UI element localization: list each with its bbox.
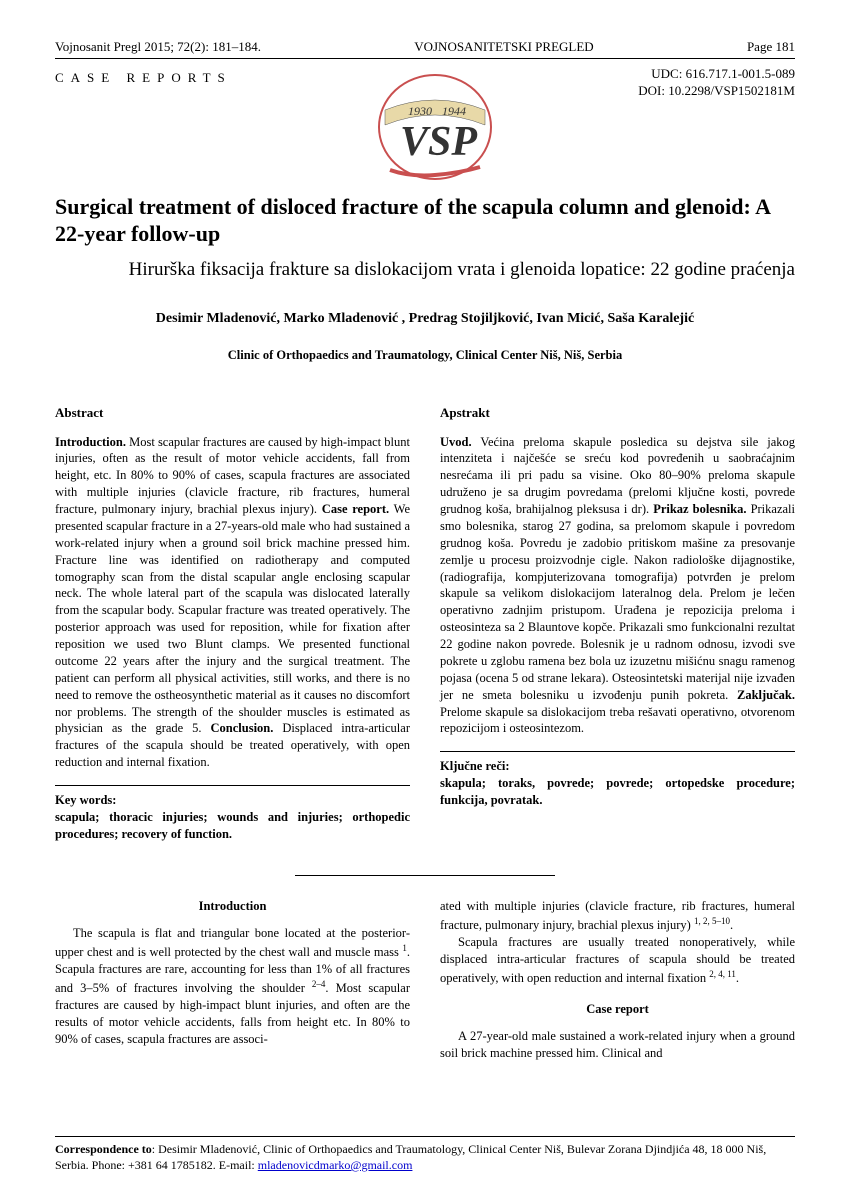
abstract-en-case-label: Case report. [322, 502, 389, 516]
correspondence-label: Correspondence to [55, 1142, 152, 1156]
section-divider [55, 863, 795, 881]
abstract-en-intro-label: Introduction. [55, 435, 126, 449]
abstract-en-body: Introduction. Most scapular fractures ar… [55, 434, 410, 772]
top-bar: Vojnosanit Pregl 2015; 72(2): 181–184. V… [55, 38, 795, 59]
journal-name: VOJNOSANITETSKI PREGLED [414, 38, 593, 56]
abstract-sr: Apstrakt Uvod. Većina preloma skapule po… [440, 404, 795, 843]
abstract-sr-conclusion-label: Zaključak. [737, 688, 795, 702]
abstract-sr-case-label: Prikaz bolesnika. [653, 502, 746, 516]
abstract-sr-heading: Apstrakt [440, 404, 795, 422]
correspondence-email[interactable]: mladenovicdmarko@gmail.com [258, 1158, 413, 1172]
affiliation: Clinic of Orthopaedics and Traumatology,… [55, 347, 795, 364]
intro-paragraph: The scapula is flat and triangular bone … [55, 925, 410, 1047]
keywords-sr-text: skapula; toraks, povrede; povrede; ortop… [440, 775, 795, 809]
journal-logo: 1930 1944 VSP [370, 65, 500, 185]
authors: Desimir Mladenović, Marko Mladenović , P… [55, 310, 795, 329]
keywords-sr: Ključne reči: skapula; toraks, povrede; … [440, 751, 795, 809]
abstract-en-case: We presented scapular fracture in a 27-y… [55, 502, 410, 735]
body-columns: Introduction The scapula is flat and tri… [55, 898, 795, 1061]
keywords-en-text: scapula; thoracic injuries; wounds and i… [55, 809, 410, 843]
keywords-en: Key words: scapula; thoracic injuries; w… [55, 785, 410, 843]
keywords-en-label: Key words: [55, 792, 410, 809]
abstract-sr-body: Uvod. Većina preloma skapule posledica s… [440, 434, 795, 738]
abstracts-row: Abstract Introduction. Most scapular fra… [55, 404, 795, 843]
article-title-en: Surgical treatment of disloced fracture … [55, 193, 795, 248]
abstract-sr-intro-label: Uvod. [440, 435, 472, 449]
section-label: CASE REPORTS [55, 65, 232, 87]
case-paragraph: A 27-year-old male sustained a work-rela… [440, 1028, 795, 1062]
introduction-heading: Introduction [55, 898, 410, 915]
intro-continued: ated with multiple injuries (clavicle fr… [440, 898, 795, 934]
abstract-sr-case: Prikazali smo bolesnika, starog 27 godin… [440, 502, 795, 702]
intro-para-2: Scapula fractures are usually treated no… [440, 934, 795, 987]
svg-text:1944: 1944 [442, 104, 466, 118]
abstract-sr-conclusion: Prelome skapule sa dislokacijom treba re… [440, 705, 795, 736]
svg-text:VSP: VSP [400, 119, 477, 165]
udc-code: UDC: 616.717.1-001.5-089 [638, 65, 795, 83]
body-col-left: Introduction The scapula is flat and tri… [55, 898, 410, 1061]
abstract-en-conclusion-label: Conclusion. [211, 721, 274, 735]
case-report-heading: Case report [440, 1001, 795, 1018]
abstract-en: Abstract Introduction. Most scapular fra… [55, 404, 410, 843]
abstract-en-heading: Abstract [55, 404, 410, 422]
correspondence-footer: Correspondence to: Desimir Mladenović, C… [55, 1136, 795, 1173]
body-col-right: ated with multiple injuries (clavicle fr… [440, 898, 795, 1061]
header-meta: UDC: 616.717.1-001.5-089 DOI: 10.2298/VS… [638, 65, 795, 100]
svg-text:1930: 1930 [408, 104, 432, 118]
keywords-sr-label: Ključne reči: [440, 758, 795, 775]
article-title-sr: Hirurška fiksacija frakture sa dislokaci… [55, 258, 795, 283]
page-number: Page 181 [747, 38, 795, 56]
doi: DOI: 10.2298/VSP1502181M [638, 82, 795, 100]
journal-citation: Vojnosanit Pregl 2015; 72(2): 181–184. [55, 38, 261, 56]
header-row: CASE REPORTS 1930 1944 VSP UDC: 616.717.… [55, 65, 795, 185]
